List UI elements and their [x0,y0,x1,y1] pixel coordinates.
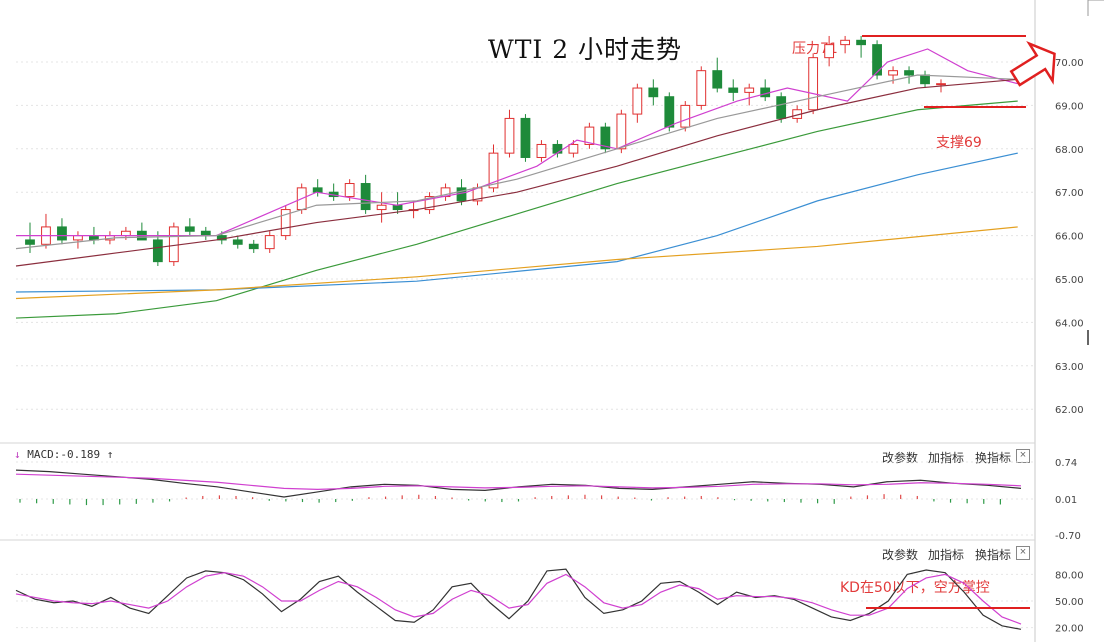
candle-down [872,44,882,76]
candle-down [312,187,323,193]
price-tick-label: 69.00 [1055,101,1084,112]
candle-up [888,70,898,76]
ma-line-ma120 [15,226,1018,300]
candle-up [376,204,387,211]
down-arrow-icon: ↓ [14,448,21,461]
macd-dif-line [15,469,1022,498]
candle-down [184,226,195,232]
candle-up [936,83,946,86]
kd-close-button[interactable]: × [1016,546,1030,560]
price-tick-label: 63.00 [1055,362,1084,373]
candle-down [552,143,563,154]
macd-tick-label: 0.74 [1055,458,1077,469]
ma-line-ma60 [15,152,1018,293]
red-arrow-icon [1009,41,1056,87]
macd-tick-label: 0.01 [1055,495,1077,506]
candle-down [520,117,531,158]
candle-down [456,187,467,202]
candle-up [120,230,131,237]
candle-up [280,209,291,237]
candle-down [232,239,243,245]
support-label: 支撑69 [936,135,982,151]
candle-up [73,235,83,241]
candle-up [424,196,435,211]
ma-line-ma20 [15,78,1018,267]
candle-up [808,57,819,111]
candle-down [664,96,675,128]
price-tick-label: 66.00 [1055,232,1084,243]
ma-line-ma40 [15,100,1018,319]
macd-tick-label: -0.70 [1055,531,1081,542]
price-tick-label: 68.00 [1055,145,1084,156]
kd-add-indicator-button[interactable]: 加指标 [928,548,965,562]
macd-label: MACD:-0.189 [27,448,101,461]
chart-title: WTI 2 小时走势 [488,35,683,64]
kd-tick-label: 80.00 [1055,570,1084,581]
candle-up [568,143,579,154]
candle-up [264,235,275,250]
candle-up [584,126,595,145]
candle-down [57,226,67,241]
candle-up [488,152,499,189]
candle-down [200,230,211,237]
candle-up [616,113,627,150]
price-tick-label: 65.00 [1055,275,1084,286]
candle-up [680,104,691,128]
price-tick-label: 67.00 [1055,188,1084,199]
candle-up [504,117,515,154]
price-tick-label: 62.00 [1055,405,1084,416]
candle-down [648,87,659,98]
ma-line-ma5 [16,48,1018,237]
candle-up [168,226,179,263]
macd-dea-line [15,473,1022,490]
kd-d-line [15,572,1022,625]
candle-up [696,70,707,106]
kd-switch-indicator-button[interactable]: 换指标 [975,548,1012,562]
candle-down [600,126,611,150]
candle-down [712,70,723,89]
candle-down [152,239,163,263]
candle-down [920,74,930,85]
kd-tick-label: 50.00 [1055,597,1084,608]
price-tick-label: 70.00 [1055,58,1084,69]
ma-line-ma10 [15,74,1018,250]
candle-down [776,96,787,119]
candle-up [536,143,547,158]
candle-down [904,70,914,76]
candle-up [632,87,643,115]
up-arrow-icon: ↑ [106,448,114,461]
candle-down [25,239,35,245]
kd-k-line [15,568,1022,630]
kd-modify-params-button[interactable]: 改参数 [882,548,919,562]
candle-up [344,183,355,198]
kd-label: KD在50以下，空方掌控 [840,580,990,596]
candle-up [744,87,755,93]
macd-value-label: ↓ MACD:-0.189 ↑ [14,448,113,461]
candle-up [824,44,835,59]
candle-up [840,39,851,46]
candle-down [360,183,371,211]
price-tick-label: 64.00 [1055,318,1084,329]
kd-tick-label: 20.00 [1055,624,1084,635]
candle-down [248,243,259,250]
candle-down [856,39,866,46]
candle-down [392,204,403,211]
candle-down [728,87,739,93]
